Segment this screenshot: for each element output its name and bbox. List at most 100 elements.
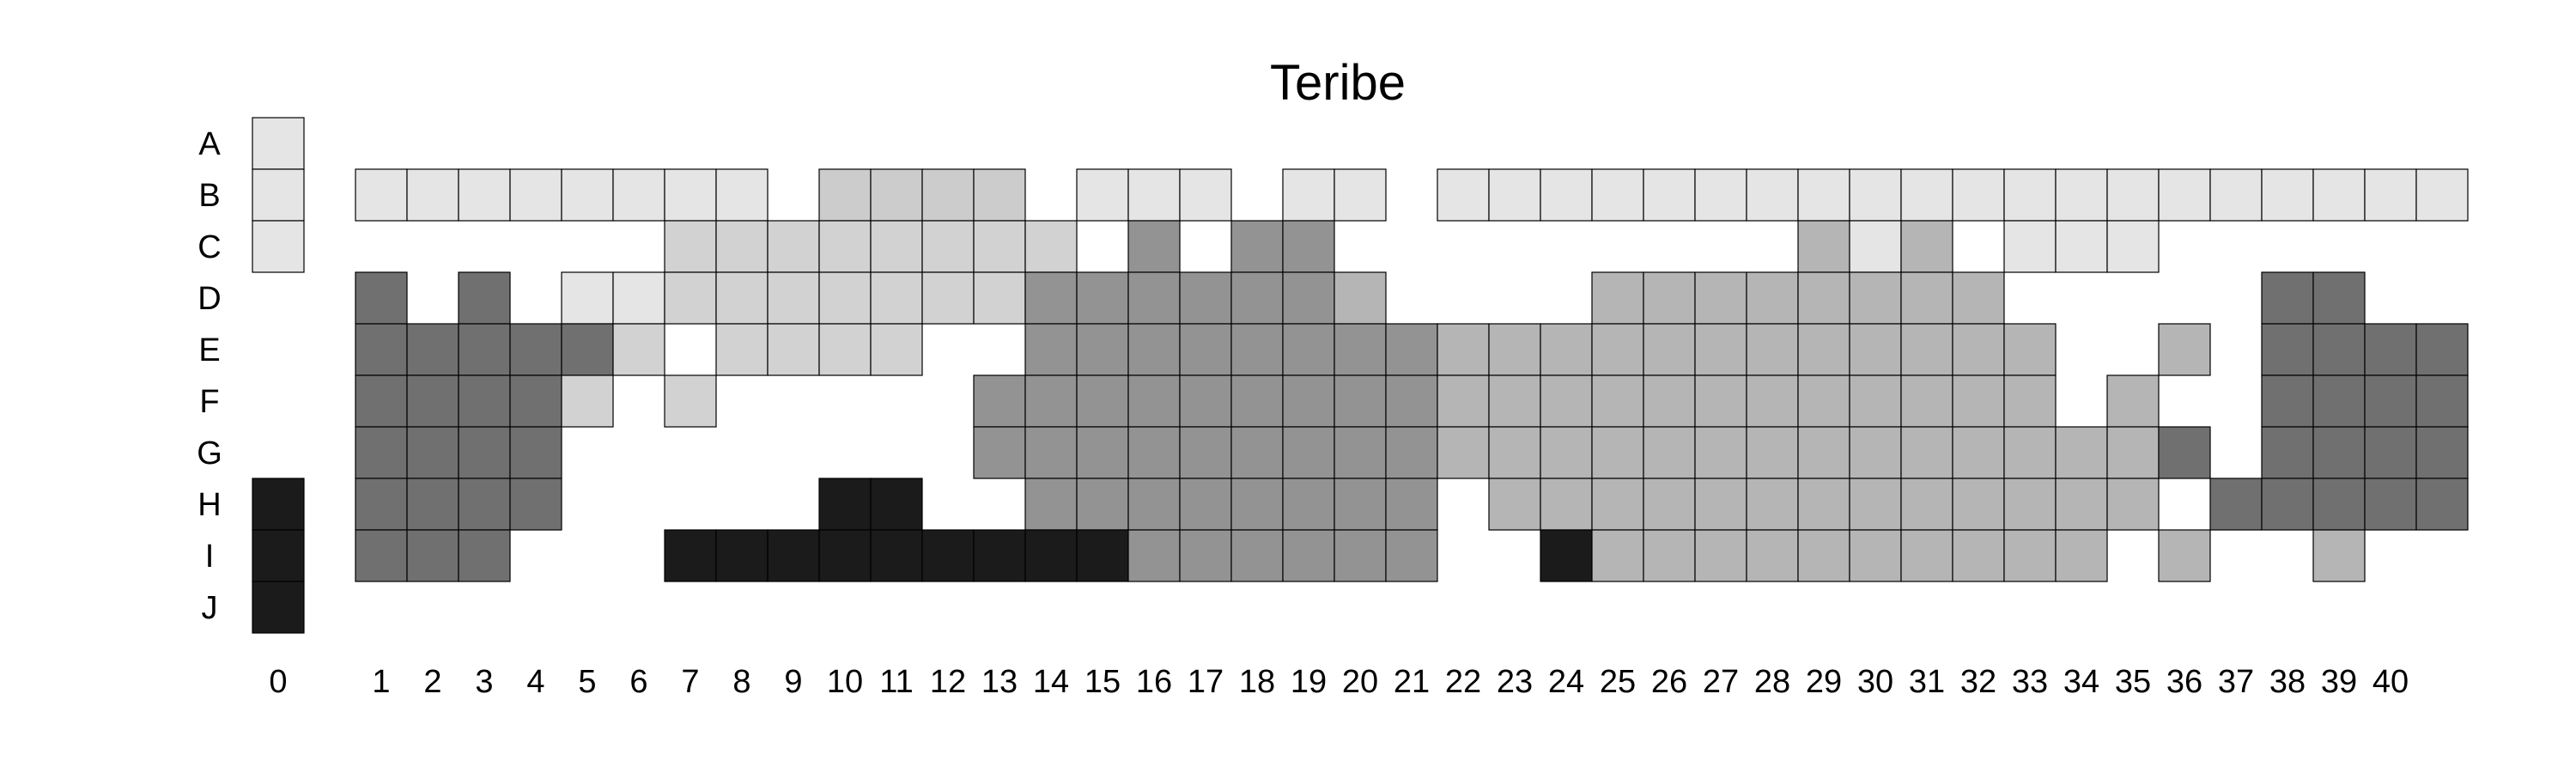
heatmap-cell-H17 [1179, 478, 1232, 531]
heatmap-cell-H27 [1694, 478, 1747, 531]
heatmap-cell-B3 [458, 168, 511, 222]
heatmap-cell-H16 [1127, 478, 1181, 531]
heatmap-cell-C9 [767, 220, 820, 273]
heatmap-cell-D5 [561, 271, 614, 325]
row-label-C: C [197, 229, 221, 265]
column-label-5: 5 [578, 664, 596, 700]
heatmap-cell-B27 [1694, 168, 1747, 222]
heatmap-cell-I39 [2312, 529, 2366, 582]
heatmap-cell-G13 [973, 426, 1026, 479]
heatmap-cell-E24 [1540, 323, 1593, 376]
heatmap-cell-E15 [1076, 323, 1129, 376]
heatmap-cell-D6 [612, 271, 665, 325]
heatmap-cell-F31 [1900, 374, 1953, 428]
heatmap-cell-B41 [2415, 168, 2469, 222]
heatmap-cell-G23 [1488, 426, 1541, 479]
column-labels: 0 1 2 3 4 5 6 7 8 9 10 11 12 13 14 15 16 17 18 19 20 21 22 23 24… [269, 664, 2409, 700]
heatmap-cell-G17 [1179, 426, 1232, 479]
heatmap-cell-F17 [1179, 374, 1232, 428]
heatmap-cell-F2 [406, 374, 459, 428]
heatmap-cell-G22 [1437, 426, 1490, 479]
heatmap-cell-G25 [1591, 426, 1644, 479]
heatmap-cell-B28 [1746, 168, 1799, 222]
heatmap-cell-E20 [1334, 323, 1387, 376]
heatmap-cell-H23 [1488, 478, 1541, 531]
heatmap-cell-C35 [2106, 220, 2160, 273]
heatmap-cell-D9 [767, 271, 820, 325]
heatmap-cell-B19 [1282, 168, 1335, 222]
heatmap-cell-H32 [1952, 478, 2005, 531]
column-label-20: 20 [1342, 664, 1378, 700]
heatmap-cell-E18 [1230, 323, 1284, 376]
heatmap-cell-H3 [458, 478, 511, 531]
heatmap-cell-G24 [1540, 426, 1593, 479]
heatmap-cell-H26 [1643, 478, 1696, 531]
column-label-36: 36 [2166, 664, 2202, 700]
heatmap-cell-G20 [1334, 426, 1387, 479]
heatmap-cell-G29 [1797, 426, 1850, 479]
heatmap-cell-E10 [818, 323, 872, 376]
row-label-E: E [198, 332, 220, 368]
heatmap-cell-F24 [1540, 374, 1593, 428]
heatmap-cell-H38 [2261, 478, 2314, 531]
heatmap-cell-E5 [561, 323, 614, 376]
heatmap-cell-I0 [252, 529, 305, 582]
heatmap-cell-H35 [2106, 478, 2160, 531]
heatmap-cell-H15 [1076, 478, 1129, 531]
column-label-3: 3 [475, 664, 493, 700]
heatmap-cell-G39 [2312, 426, 2366, 479]
heatmap-cell-G19 [1282, 426, 1335, 479]
heatmap-cell-A0 [252, 117, 305, 170]
heatmap-cell-H10 [818, 478, 872, 531]
heatmap-cell-G21 [1385, 426, 1438, 479]
heatmap-cell-D8 [715, 271, 769, 325]
heatmap-cell-I18 [1230, 529, 1284, 582]
heatmap-cell-H4 [509, 478, 562, 531]
heatmap-cell-I15 [1076, 529, 1129, 582]
heatmap-cell-I31 [1900, 529, 1953, 582]
column-label-34: 34 [2063, 664, 2099, 700]
column-label-23: 23 [1497, 664, 1533, 700]
heatmap-cell-I25 [1591, 529, 1644, 582]
heatmap-cell-D12 [921, 271, 975, 325]
row-label-D: D [197, 281, 221, 317]
heatmap-cell-D32 [1952, 271, 2005, 325]
row-label-B: B [198, 178, 220, 214]
heatmap-cell-I11 [870, 529, 923, 582]
chart-title: Teribe [1270, 55, 1406, 111]
heatmap-cell-B2 [406, 168, 459, 222]
heatmap-cell-C8 [715, 220, 769, 273]
heatmap-cell-H1 [355, 478, 408, 531]
heatmap-cell-F41 [2415, 374, 2469, 428]
heatmap-cell-G26 [1643, 426, 1696, 479]
heatmap-cell-D39 [2312, 271, 2366, 325]
heatmap-cell-G31 [1900, 426, 1953, 479]
heatmap-cell-B26 [1643, 168, 1696, 222]
heatmap-cell-C19 [1282, 220, 1335, 273]
heatmap-cell-C33 [2003, 220, 2057, 273]
heatmap-cell-B4 [509, 168, 562, 222]
heatmap-cell-I36 [2158, 529, 2211, 582]
heatmap-cell-B30 [1849, 168, 1902, 222]
heatmap-cell-B29 [1797, 168, 1850, 222]
heatmap-cell-E38 [2261, 323, 2314, 376]
heatmap-cell-G32 [1952, 426, 2005, 479]
heatmap-cell-C18 [1230, 220, 1284, 273]
column-label-22: 22 [1445, 664, 1481, 700]
heatmap-cell-E1 [355, 323, 408, 376]
heatmap-cell-B31 [1900, 168, 1953, 222]
heatmap-cell-G34 [2055, 426, 2108, 479]
heatmap-cell-F26 [1643, 374, 1696, 428]
heatmap-cell-B6 [612, 168, 665, 222]
heatmap-cell-F15 [1076, 374, 1129, 428]
heatmap-cell-F28 [1746, 374, 1799, 428]
heatmap-cell-C10 [818, 220, 872, 273]
column-label-27: 27 [1703, 664, 1739, 700]
heatmap-cell-F25 [1591, 374, 1644, 428]
heatmap-cell-E25 [1591, 323, 1644, 376]
heatmap-cell-D13 [973, 271, 1026, 325]
column-label-29: 29 [1806, 664, 1842, 700]
heatmap-cell-G18 [1230, 426, 1284, 479]
heatmap-cell-D17 [1179, 271, 1232, 325]
heatmap-cell-D29 [1797, 271, 1850, 325]
